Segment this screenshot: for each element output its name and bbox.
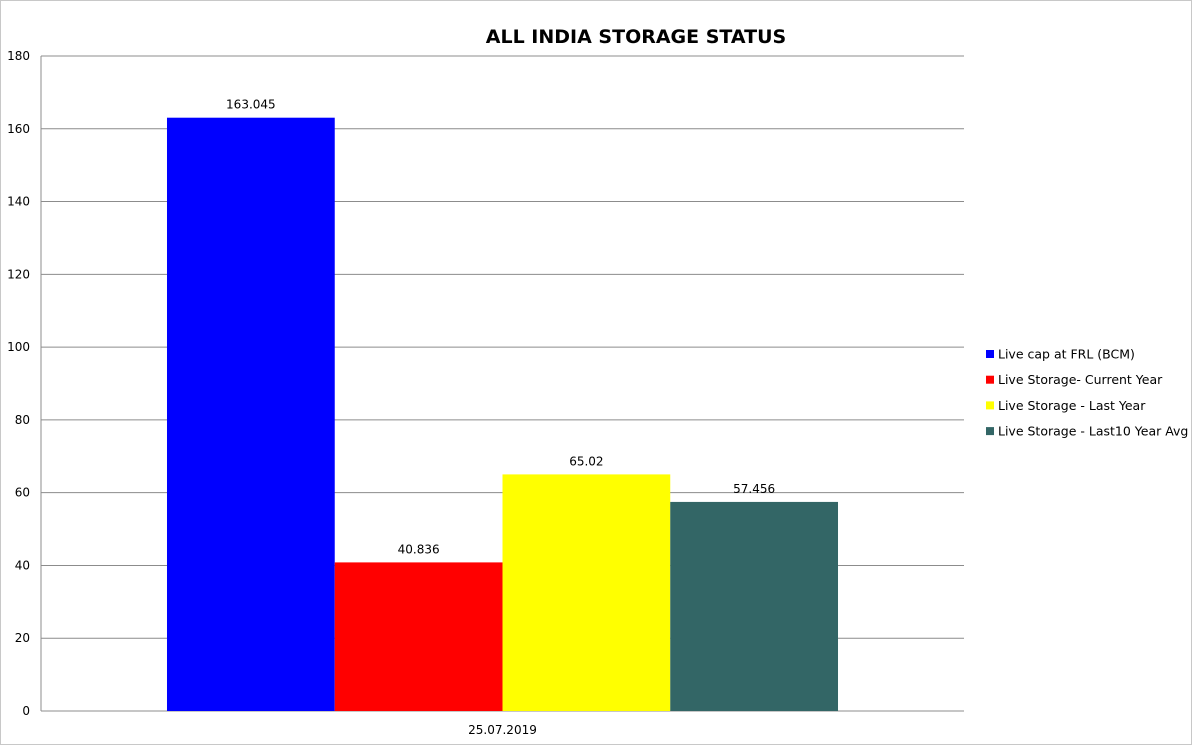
- y-tick-label: 0: [22, 704, 30, 718]
- data-label: 65.02: [569, 454, 603, 468]
- legend-swatch: [986, 375, 994, 384]
- data-label: 40.836: [398, 542, 440, 556]
- bar-2: [334, 562, 503, 711]
- bar-4: [670, 501, 839, 711]
- y-tick-label: 180: [7, 49, 30, 63]
- y-tick-label: 100: [7, 340, 30, 354]
- legend: Live cap at FRL (BCM) Live Storage- Curre…: [986, 347, 1188, 439]
- legend-swatch: [986, 350, 994, 358]
- bars: [166, 117, 839, 711]
- bar-1: [166, 117, 335, 711]
- bar-3: [502, 474, 671, 711]
- data-label: 163.045: [226, 98, 276, 112]
- y-tick-label: 60: [15, 486, 30, 500]
- legend-entry: Live Storage- Current Year: [998, 372, 1163, 387]
- x-tick-label: 25.07.2019: [468, 723, 537, 737]
- y-tick-label: 160: [7, 122, 30, 136]
- y-tick-label: 40: [15, 558, 30, 572]
- legend-entry: Live Storage - Last10 Year Avg: [998, 424, 1188, 439]
- x-axis-tick-labels: 25.07.2019: [468, 723, 537, 737]
- y-tick-label: 80: [15, 413, 30, 427]
- y-tick-label: 140: [7, 195, 30, 209]
- y-axis-tick-labels: 0 20 40 60 80 100 120 140 160 180: [7, 49, 30, 718]
- legend-swatch: [986, 427, 994, 436]
- legend-swatch: [986, 401, 994, 410]
- y-tick-label: 20: [15, 631, 30, 645]
- chart-title: ALL INDIA STORAGE STATUS: [486, 26, 786, 48]
- data-label: 57.456: [733, 482, 775, 496]
- legend-entry: Live cap at FRL (BCM): [998, 347, 1135, 362]
- data-labels: 163.045 40.836 65.02 57.456: [226, 98, 775, 557]
- legend-entry: Live Storage - Last Year: [998, 398, 1146, 413]
- y-tick-label: 120: [7, 267, 30, 281]
